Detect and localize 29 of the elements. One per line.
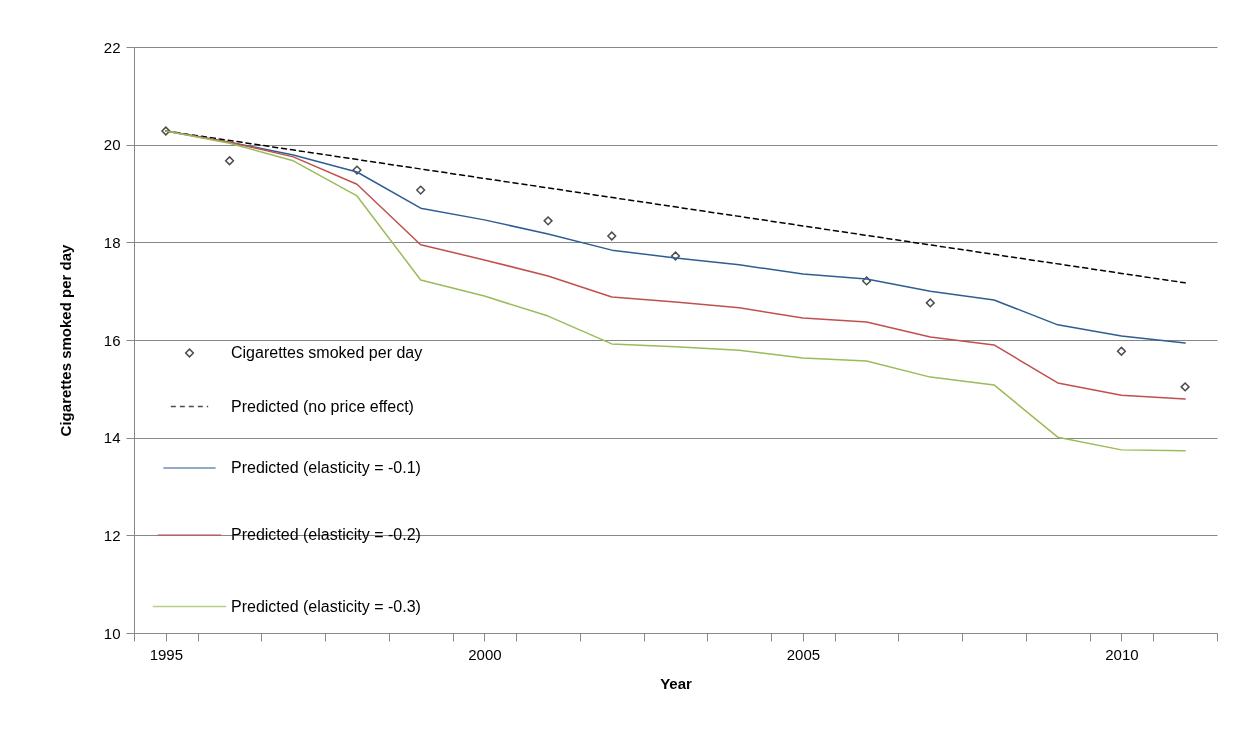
y-tick-label: 18 [103, 233, 121, 251]
point [925, 298, 935, 308]
x-tick-label: 2010 [1105, 645, 1139, 663]
y-tick-label: 16 [103, 331, 121, 349]
point [224, 156, 235, 166]
legend-label: Predicted (elasticity = -0.1) [231, 459, 421, 476]
point [352, 165, 362, 175]
y-tick-label: 10 [103, 624, 121, 642]
y-tick-label: 20 [103, 136, 121, 154]
point [416, 185, 426, 195]
y-tick-label: 22 [103, 38, 121, 56]
legend-label: Cigarettes smoked per day [231, 344, 423, 361]
x-tick-label: 1995 [149, 645, 184, 663]
legend-label: Predicted (elasticity = -0.2) [231, 526, 421, 543]
x-tick-label: 2005 [786, 645, 821, 663]
point [1180, 382, 1190, 392]
point [670, 251, 681, 261]
legend-label: Predicted (no price effect) [231, 397, 414, 415]
y-axis-title: Cigarettes smoked per day [56, 243, 74, 437]
x-tick-label: 2000 [468, 645, 502, 663]
legend-label: Predicted (elasticity = -0.3) [231, 597, 421, 615]
point [607, 231, 617, 241]
y-tick-label: 14 [103, 429, 121, 447]
point [161, 126, 171, 136]
x-axis-title: Year [660, 674, 693, 692]
point [861, 276, 872, 286]
point [543, 216, 553, 226]
y-tick-label: 12 [103, 526, 121, 544]
point [1116, 346, 1127, 356]
